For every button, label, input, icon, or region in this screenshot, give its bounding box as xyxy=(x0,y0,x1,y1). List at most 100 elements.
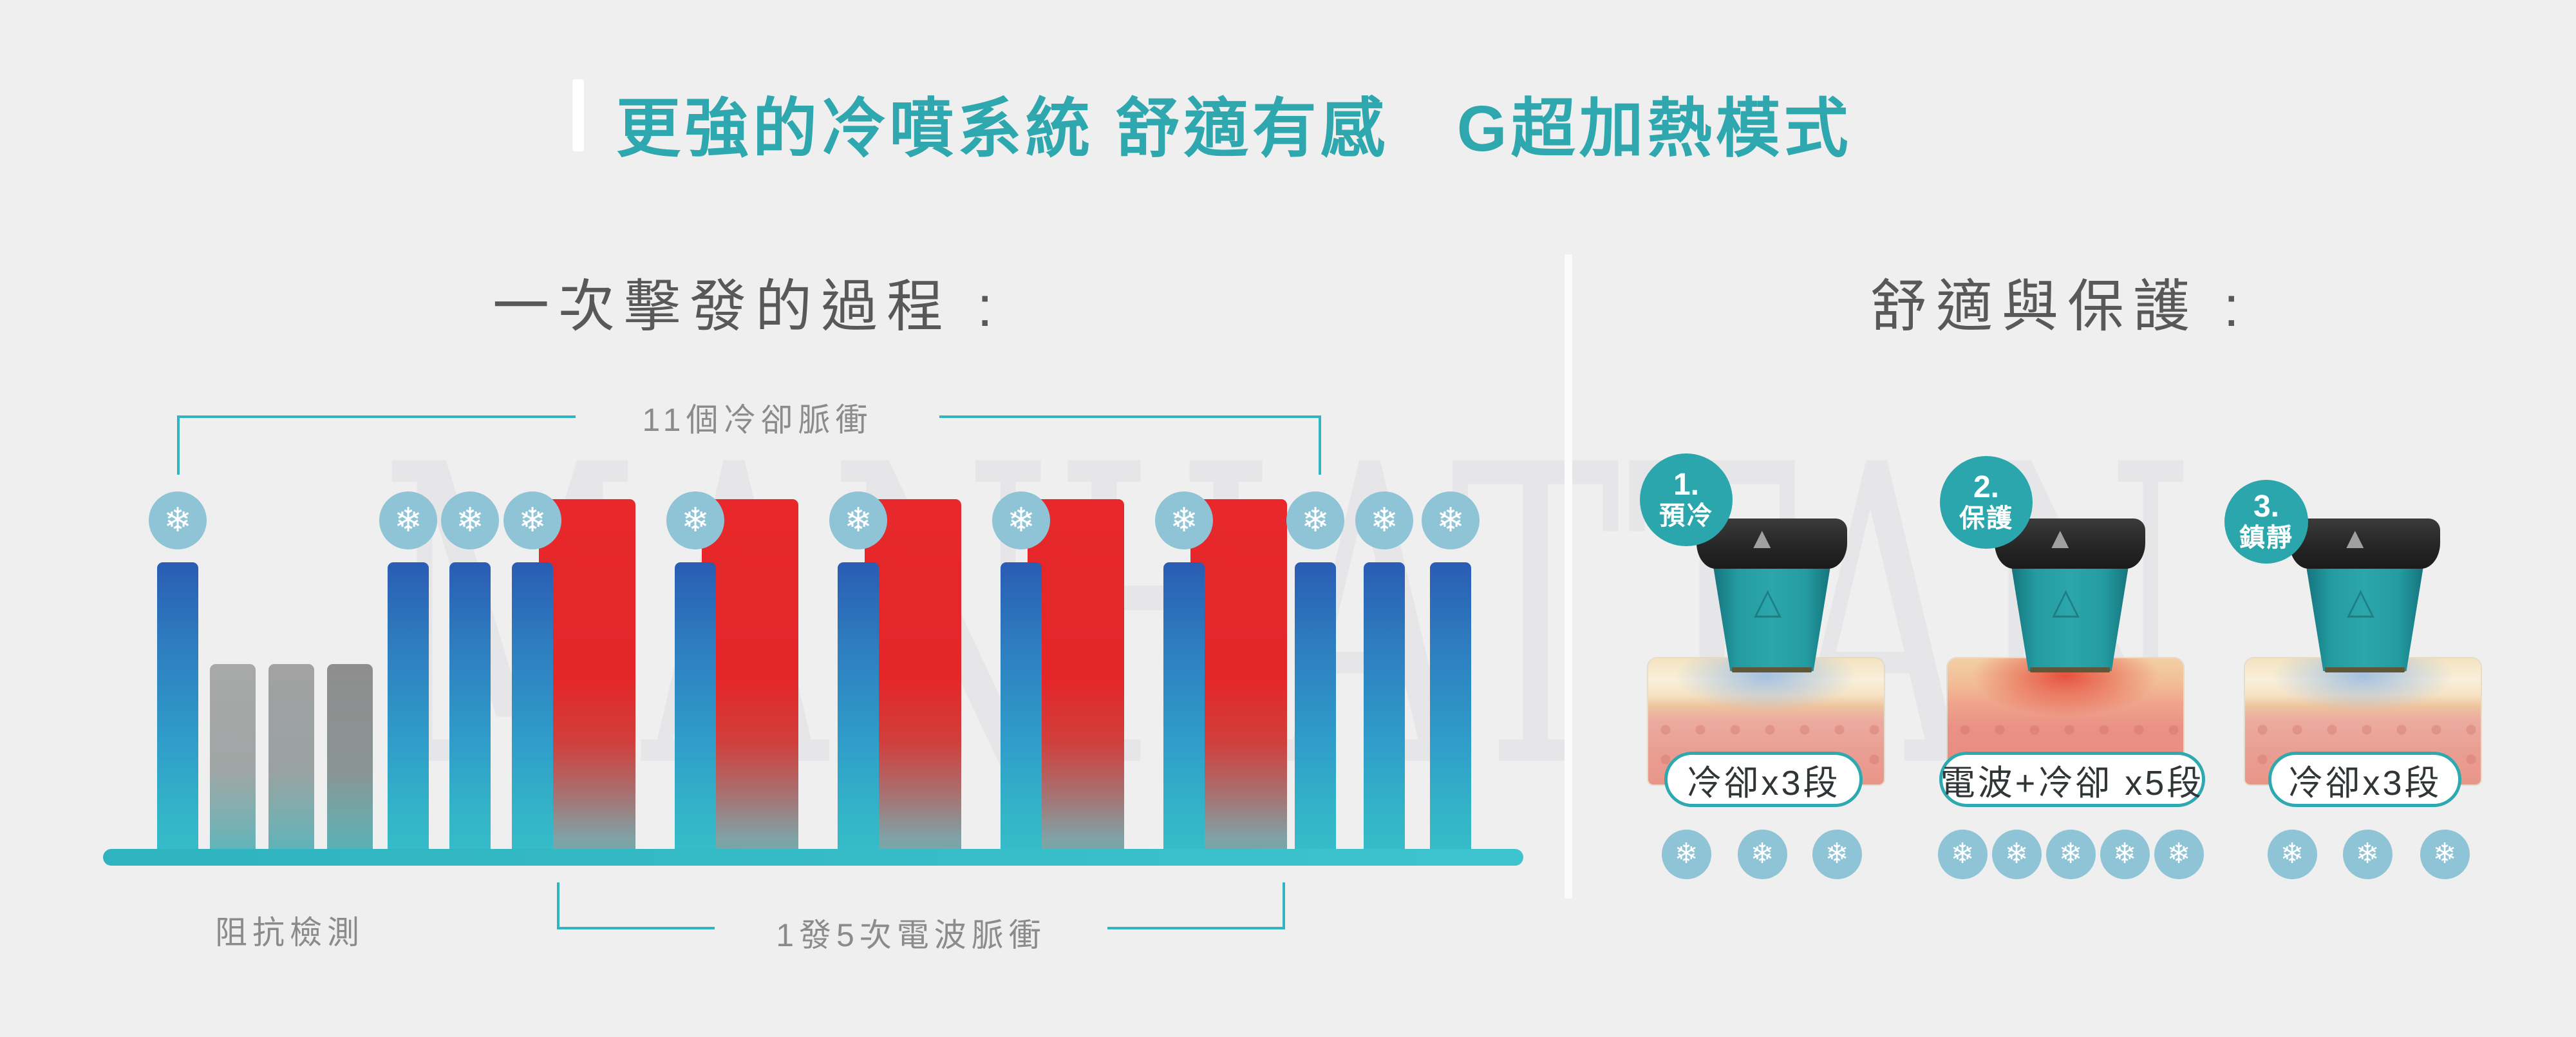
cooling-pulse-bar xyxy=(675,562,716,857)
snowflake-icon: ❄ xyxy=(1422,491,1480,549)
snowflake-icon: ❄ xyxy=(1155,491,1213,549)
snowflake-glyph: ❄ xyxy=(1436,502,1465,539)
cooling-pulse-bar xyxy=(449,562,491,857)
right-section-heading: 舒適與保護 : xyxy=(1870,274,2248,338)
snowflake-glyph: ❄ xyxy=(1370,502,1398,539)
cooling-pulse-bar xyxy=(1295,562,1336,857)
step-number: 1. xyxy=(1673,467,1700,502)
snowflake-icon: ❄ xyxy=(992,491,1050,549)
snowflake-glyph: ❄ xyxy=(2280,838,2304,870)
snowflake-icon: ❄ xyxy=(1812,829,1862,879)
snowflake-icon: ❄ xyxy=(149,491,207,549)
snowflake-icon: ❄ xyxy=(2267,829,2317,879)
cap-triangle-icon: ▲ xyxy=(1747,521,1777,555)
snowflake-icon: ❄ xyxy=(2420,829,2470,879)
snowflake-glyph: ❄ xyxy=(1950,838,1975,870)
snowflake-icon: ❄ xyxy=(441,491,499,549)
cooling-pulse-bar xyxy=(157,562,198,857)
snowflake-glyph: ❄ xyxy=(2058,838,2083,870)
snowflake-icon: ❄ xyxy=(1737,829,1787,879)
device-logo-triangle-icon: △ xyxy=(1754,580,1782,621)
page-title: 更強的冷噴系統 舒適有感 G超加熱模式 xyxy=(616,93,1852,165)
chart-baseline xyxy=(103,849,1523,866)
rf-pulse-bar xyxy=(1028,499,1124,857)
device-logo-triangle-icon: △ xyxy=(2347,580,2375,621)
rf-pulse-bar xyxy=(865,499,961,857)
cooling-pulse-bar xyxy=(1430,562,1471,857)
device-tip xyxy=(2325,667,2405,672)
snowflake-icon: ❄ xyxy=(2100,829,2150,879)
device-handpiece-body xyxy=(2011,566,2129,671)
snowflake-icon: ❄ xyxy=(666,491,724,549)
step-name: 保護 xyxy=(1959,504,2013,533)
snowflake-icon: ❄ xyxy=(2342,829,2393,879)
snowflake-icon: ❄ xyxy=(2154,829,2204,879)
manhattan-watermark: MANHATTAN xyxy=(379,378,2197,858)
device-logo-triangle-icon: △ xyxy=(2052,580,2080,621)
step-number-badge: 3. 鎮靜 xyxy=(2224,480,2308,564)
bottom-bracket-tick-right xyxy=(1283,882,1285,929)
snowflake-icon: ❄ xyxy=(1991,829,2042,879)
cap-triangle-icon: ▲ xyxy=(2340,521,2370,555)
snowflake-glyph: ❄ xyxy=(1170,502,1198,539)
step-number: 3. xyxy=(2253,489,2280,524)
snowflake-icon: ❄ xyxy=(1286,491,1344,549)
snowflake-glyph: ❄ xyxy=(164,502,192,539)
snowflake-glyph: ❄ xyxy=(2355,838,2380,870)
left-section-heading: 一次擊發的過程 : xyxy=(493,274,1002,338)
top-bracket-tick-right xyxy=(1319,415,1321,475)
cooling-pulse-bar xyxy=(512,562,553,857)
snowflake-icon: ❄ xyxy=(379,491,437,549)
pill-label: 冷卻x3段 xyxy=(2268,752,2461,807)
bottom-bracket-tick-left xyxy=(557,882,559,929)
impedance-bar xyxy=(209,664,256,857)
device-tip xyxy=(2030,667,2110,672)
bottom-bracket-line-right xyxy=(1107,927,1285,929)
snowflake-glyph: ❄ xyxy=(456,502,484,539)
pill-label: 電波+冷卻 x5段 xyxy=(1939,752,2205,807)
snowflake-glyph: ❄ xyxy=(1007,502,1035,539)
top-bracket-line-right xyxy=(939,415,1321,418)
pill-label: 冷卻x3段 xyxy=(1664,752,1863,807)
rf-pulse-bar xyxy=(1190,499,1287,857)
snowflake-glyph: ❄ xyxy=(1301,502,1330,539)
step-name: 鎮靜 xyxy=(2239,524,2293,553)
device-handpiece-body xyxy=(1713,566,1831,671)
snowflake-glyph: ❄ xyxy=(1674,838,1698,870)
rf-pulses-label: 1發5次電波脈衝 xyxy=(728,909,1095,956)
bottom-bracket-line-left xyxy=(557,927,715,929)
cooling-pulses-label: 11個冷卻脈衝 xyxy=(576,394,939,441)
snowflake-glyph: ❄ xyxy=(844,502,872,539)
snowflake-icon: ❄ xyxy=(829,491,887,549)
snowflake-glyph: ❄ xyxy=(681,502,710,539)
title-accent-bar xyxy=(572,79,584,151)
cooling-pulse-bar xyxy=(1001,562,1042,857)
device-tip xyxy=(1732,667,1812,672)
step-number-badge: 1. 預冷 xyxy=(1640,453,1733,546)
cooling-pulse-bar xyxy=(388,562,429,857)
snowflake-icon: ❄ xyxy=(1937,829,1988,879)
step-number-badge: 2. 保護 xyxy=(1940,456,2033,549)
impedance-bar xyxy=(326,664,373,857)
step-number: 2. xyxy=(1973,470,2000,504)
snowflake-glyph: ❄ xyxy=(394,502,422,539)
snowflake-glyph: ❄ xyxy=(2167,838,2191,870)
snowflake-glyph: ❄ xyxy=(1750,838,1774,870)
impedance-detection-label: 阻抗檢測 xyxy=(215,915,364,951)
panel-divider xyxy=(1565,254,1572,899)
cooling-pulse-bar xyxy=(1163,562,1205,857)
snowflake-icon: ❄ xyxy=(2045,829,2096,879)
cooling-pulse-bar xyxy=(838,562,879,857)
snowflake-glyph: ❄ xyxy=(1825,838,1849,870)
rf-pulse-bar xyxy=(702,499,798,857)
cap-triangle-icon: ▲ xyxy=(2045,521,2075,555)
snowflake-icon: ❄ xyxy=(1355,491,1413,549)
top-bracket-tick-left xyxy=(177,415,180,475)
device-handpiece-body xyxy=(2306,566,2424,671)
snowflake-glyph: ❄ xyxy=(518,502,547,539)
top-bracket-line-left xyxy=(177,415,576,418)
rf-pulse-bar xyxy=(539,499,635,857)
step-name: 預冷 xyxy=(1659,502,1713,531)
snowflake-icon: ❄ xyxy=(1661,829,1711,879)
